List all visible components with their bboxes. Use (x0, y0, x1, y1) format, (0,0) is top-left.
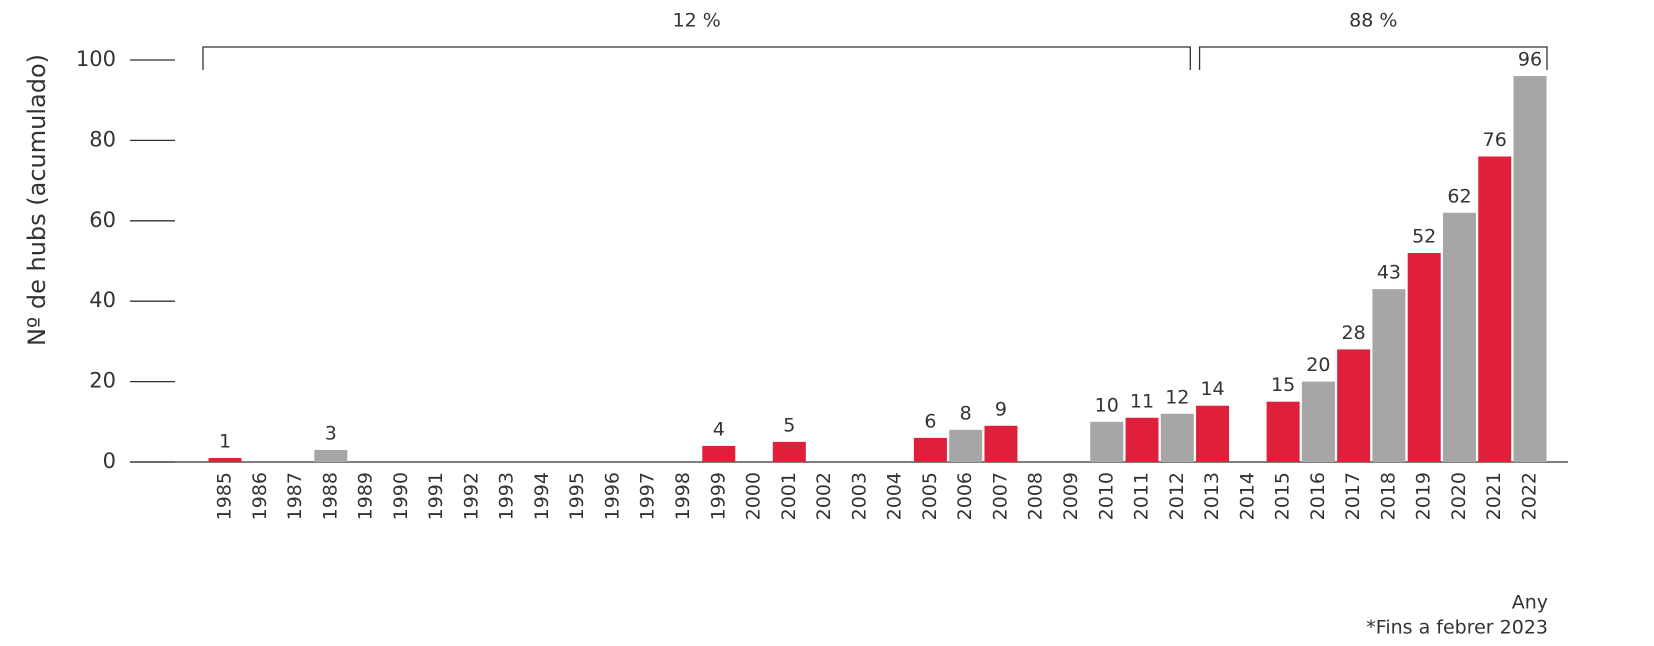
x-tick-label: 1999 (707, 472, 729, 520)
value-label: 1 (219, 430, 231, 452)
x-tick-label: 1997 (637, 472, 659, 520)
x-tick-label: 1993 (496, 472, 518, 520)
x-tick-label: 1994 (531, 472, 553, 520)
x-tick-label: 2020 (1448, 472, 1470, 520)
x-tick-label: 1988 (319, 472, 341, 520)
value-label: 3 (325, 422, 337, 444)
bracket (202, 46, 1191, 70)
x-tick-label: 2006 (954, 472, 976, 520)
bar (1478, 156, 1512, 463)
x-tick-label: 2008 (1025, 472, 1047, 520)
x-tick-label: 2005 (919, 472, 941, 520)
x-tick-label: 1987 (284, 472, 306, 520)
bar (1372, 289, 1406, 462)
value-label: 9 (995, 398, 1007, 420)
bar (1160, 413, 1194, 462)
x-tick-label: 2000 (743, 472, 765, 520)
value-label: 20 (1306, 354, 1330, 376)
value-label: 52 (1412, 225, 1436, 247)
x-tick-label: 1991 (425, 472, 447, 520)
bar (702, 445, 736, 462)
bar (1125, 417, 1159, 462)
x-tick-label: 2009 (1060, 472, 1082, 520)
bar (984, 425, 1018, 462)
x-tick-label: 1990 (390, 472, 412, 520)
y-axis-label: Nº de hubs (acumulado) (23, 54, 51, 346)
x-tick-label: 2003 (848, 472, 870, 520)
bar (1090, 421, 1124, 462)
x-tick-label: 1992 (460, 472, 482, 520)
x-tick-label: 2018 (1377, 472, 1399, 520)
bar (1266, 401, 1300, 462)
x-tick-label: 2017 (1342, 472, 1364, 520)
x-tick-label: 2011 (1131, 472, 1153, 520)
bar (949, 429, 983, 462)
x-tick-label: 2001 (778, 472, 800, 520)
bar (1442, 212, 1476, 462)
value-label: 6 (924, 410, 936, 432)
bar (1407, 252, 1441, 462)
bracket-label: 12 % (673, 10, 721, 32)
bracket (1198, 46, 1548, 70)
bar (208, 457, 242, 462)
value-label: 43 (1377, 262, 1401, 284)
value-label: 4 (713, 418, 725, 440)
bar (772, 441, 806, 462)
y-tick-label: 0 (103, 449, 116, 473)
bracket-label: 88 % (1349, 10, 1397, 32)
bar (1337, 349, 1371, 462)
value-label: 96 (1518, 49, 1542, 71)
x-tick-label: 2016 (1307, 472, 1329, 520)
value-label: 8 (960, 402, 972, 424)
value-label: 62 (1447, 185, 1471, 207)
x-tick-label: 2010 (1095, 472, 1117, 520)
value-label: 11 (1130, 390, 1154, 412)
bar (913, 437, 947, 462)
value-label: 14 (1200, 378, 1224, 400)
x-tick-label: 1989 (355, 472, 377, 520)
bar (1513, 76, 1547, 462)
x-tick-label: 2015 (1272, 472, 1294, 520)
y-tick-label: 100 (76, 47, 116, 71)
x-tick-label: 2012 (1166, 472, 1188, 520)
bar (314, 449, 348, 462)
note: *Fins a febrer 2023 (1366, 617, 1548, 639)
x-tick-label: 1995 (566, 472, 588, 520)
bar (1196, 405, 1230, 462)
x-tick-label: 2007 (989, 472, 1011, 520)
y-tick-label: 60 (89, 208, 116, 232)
value-label: 5 (783, 414, 795, 436)
value-label: 76 (1483, 129, 1507, 151)
x-tick-label: 2021 (1483, 472, 1505, 520)
x-tick-label: 1985 (214, 472, 236, 520)
bar (1301, 381, 1335, 462)
x-tick-label: 2022 (1519, 472, 1541, 520)
y-tick-label: 80 (89, 127, 116, 151)
x-tick-label: 2019 (1413, 472, 1435, 520)
value-label: 12 (1165, 386, 1189, 408)
x-axis-label: Any (1512, 592, 1548, 614)
y-tick-label: 20 (89, 369, 116, 393)
x-tick-label: 1986 (249, 472, 271, 520)
value-label: 10 (1095, 394, 1119, 416)
x-tick-label: 1996 (601, 472, 623, 520)
x-tick-label: 2004 (884, 472, 906, 520)
x-tick-label: 2002 (813, 472, 835, 520)
x-tick-label: 1998 (672, 472, 694, 520)
x-tick-label: 2013 (1201, 472, 1223, 520)
value-label: 28 (1342, 322, 1366, 344)
x-tick-label: 2014 (1236, 472, 1258, 520)
value-label: 15 (1271, 374, 1295, 396)
y-tick-label: 40 (89, 288, 116, 312)
